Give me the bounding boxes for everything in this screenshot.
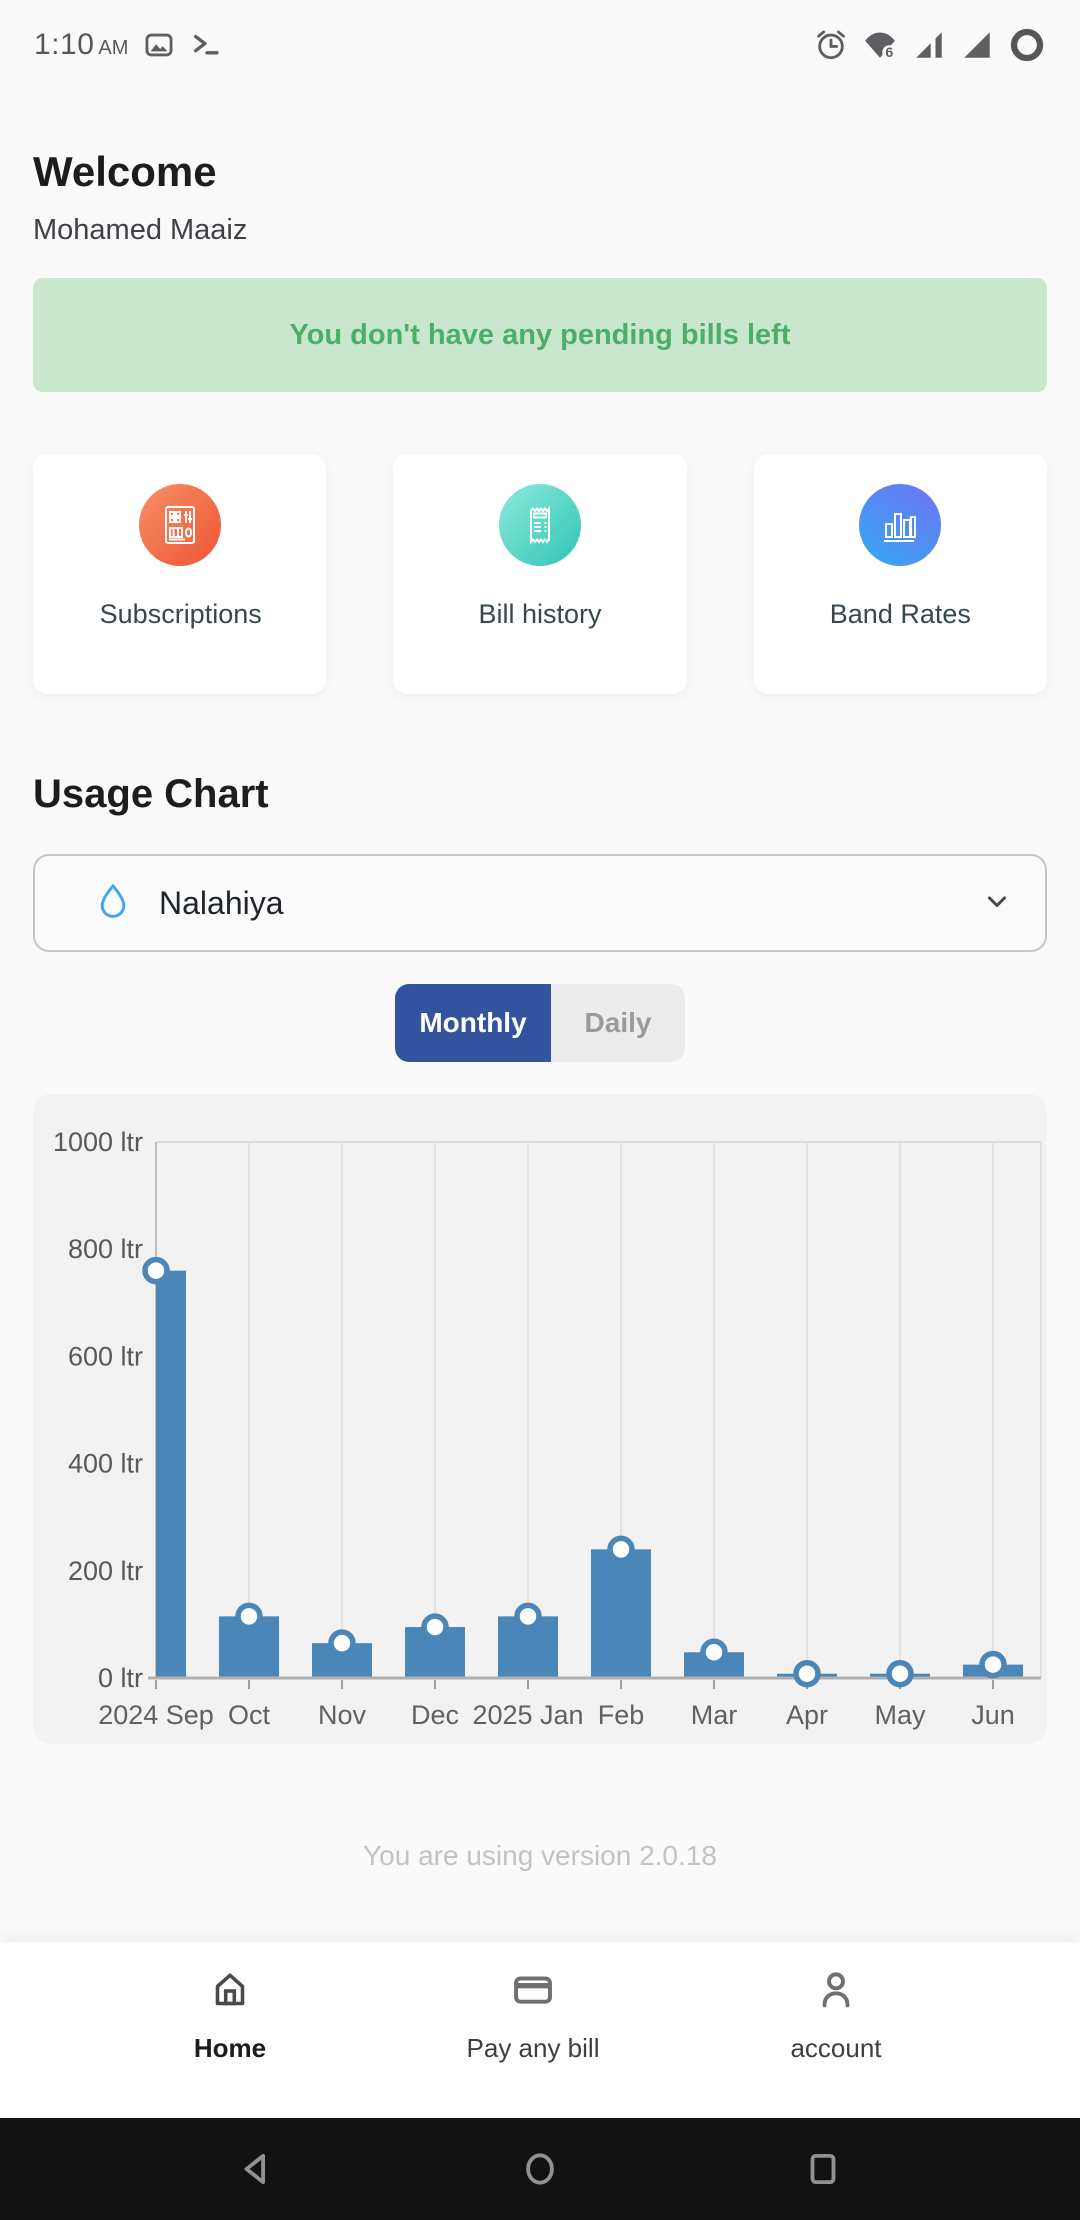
usage-bar-chart: 2024 Sep Oct Nov Dec 2025 Jan Feb Mar Apr May Jun… <box>53 1127 1042 1730</box>
pay-bill-icon <box>508 1966 558 2021</box>
card-label: Subscriptions <box>99 599 262 629</box>
status-time: 1:10 AM <box>34 28 129 61</box>
subscriptions-icon <box>138 484 221 566</box>
version-text: You are using version 2.0.18 <box>363 1840 717 1871</box>
svg-text:2025 Jan: 2025 Jan <box>472 1700 583 1730</box>
account-icon <box>811 1966 861 2021</box>
nav-label: Pay any bill <box>466 2033 600 2063</box>
svg-text:2024 Sep: 2024 Sep <box>98 1700 214 1730</box>
meter-select-value: Nalahiya <box>159 884 284 921</box>
nav-account[interactable]: account <box>736 1966 936 2118</box>
status-bar: 1:10 AM 6 <box>0 0 1080 90</box>
usage-chart-heading: Usage Chart <box>33 772 269 816</box>
alarm-icon <box>814 28 848 62</box>
user-name: Mohamed Maaiz <box>33 214 248 246</box>
period-toggle: Monthly Daily <box>33 984 1047 1062</box>
card-band-rates[interactable]: Band Rates <box>753 454 1047 694</box>
card-label: Band Rates <box>829 599 971 629</box>
pending-bills-banner: You don't have any pending bills left <box>33 278 1047 392</box>
svg-text:Mar: Mar <box>691 1700 738 1730</box>
wifi6-icon: 6 <box>862 28 898 62</box>
svg-text:1000 ltr: 1000 ltr <box>53 1127 143 1157</box>
svg-text:Nov: Nov <box>318 1700 367 1730</box>
signal-full-icon <box>960 28 994 62</box>
svg-text:Feb: Feb <box>598 1700 645 1730</box>
svg-text:400 ltr: 400 ltr <box>68 1449 143 1479</box>
bottom-nav: Home Pay any bill account <box>0 1942 1080 2118</box>
android-nav-bar <box>0 2118 1080 2220</box>
page-title: Welcome <box>33 148 217 195</box>
home-circle-icon[interactable] <box>510 2139 570 2199</box>
usage-chart-panel: 2024 Sep Oct Nov Dec 2025 Jan Feb Mar Apr May Jun… <box>33 1094 1047 1744</box>
svg-text:600 ltr: 600 ltr <box>68 1341 143 1371</box>
card-label: Bill history <box>478 599 602 629</box>
water-drop-icon <box>93 881 133 926</box>
meter-select[interactable]: Nalahiya <box>33 854 1047 952</box>
quick-actions: Subscriptions Bill history <box>33 454 1047 694</box>
toggle-daily[interactable]: Daily <box>551 984 685 1062</box>
svg-text:200 ltr: 200 ltr <box>68 1556 143 1586</box>
svg-text:Oct: Oct <box>228 1700 271 1730</box>
card-bill-history[interactable]: Bill history <box>393 454 687 694</box>
svg-text:May: May <box>874 1700 926 1730</box>
svg-text:800 ltr: 800 ltr <box>68 1234 143 1264</box>
back-icon[interactable] <box>227 2139 287 2199</box>
svg-text:Jun: Jun <box>971 1700 1015 1730</box>
band-rates-icon <box>859 484 942 566</box>
recents-icon[interactable] <box>793 2139 853 2199</box>
image-icon <box>142 28 176 62</box>
toggle-monthly[interactable]: Monthly <box>395 984 551 1062</box>
battery-circle-icon <box>1008 26 1046 64</box>
nav-label: Home <box>193 2033 267 2063</box>
svg-text:Apr: Apr <box>786 1700 828 1730</box>
svg-text:0 ltr: 0 ltr <box>98 1663 143 1693</box>
card-subscriptions[interactable]: Subscriptions <box>33 454 327 694</box>
svg-text:6: 6 <box>885 45 893 61</box>
home-icon <box>205 1966 255 2021</box>
nav-pay-any-bill[interactable]: Pay any bill <box>433 1966 633 2118</box>
signal-partial-icon <box>912 28 946 62</box>
bill-history-icon <box>498 484 581 566</box>
chevron-down-icon <box>979 883 1015 924</box>
pending-bills-message: You don't have any pending bills left <box>289 318 791 351</box>
nav-label: account <box>790 2033 882 2063</box>
terminal-icon <box>190 28 224 62</box>
nav-home[interactable]: Home <box>130 1966 330 2118</box>
svg-text:Dec: Dec <box>411 1700 459 1730</box>
